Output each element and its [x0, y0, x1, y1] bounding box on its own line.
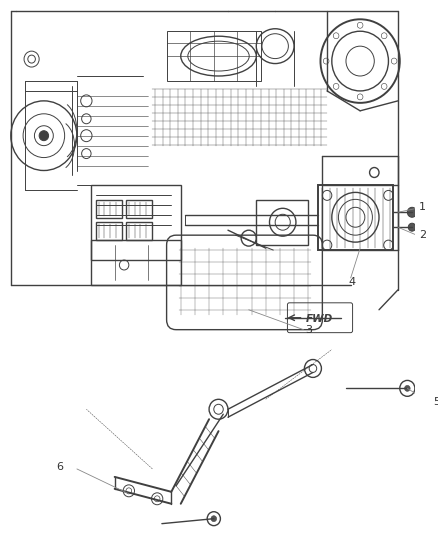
Text: 1: 1 — [419, 203, 426, 212]
Circle shape — [39, 131, 49, 141]
Bar — [166, 31, 261, 81]
Bar — [96, 222, 122, 240]
Circle shape — [405, 385, 410, 391]
Bar — [96, 200, 122, 218]
Circle shape — [408, 223, 416, 231]
Circle shape — [211, 516, 217, 522]
Text: 5: 5 — [433, 397, 438, 407]
Bar — [126, 200, 152, 218]
Text: 2: 2 — [419, 230, 426, 240]
Text: FWD: FWD — [306, 314, 333, 324]
Text: 3: 3 — [305, 325, 312, 335]
Text: 6: 6 — [56, 462, 63, 472]
Bar — [256, 200, 308, 245]
Bar — [318, 185, 393, 250]
Bar — [91, 240, 181, 285]
Text: 4: 4 — [349, 277, 356, 287]
Bar — [126, 222, 152, 240]
Circle shape — [407, 207, 417, 217]
Bar — [91, 185, 181, 260]
